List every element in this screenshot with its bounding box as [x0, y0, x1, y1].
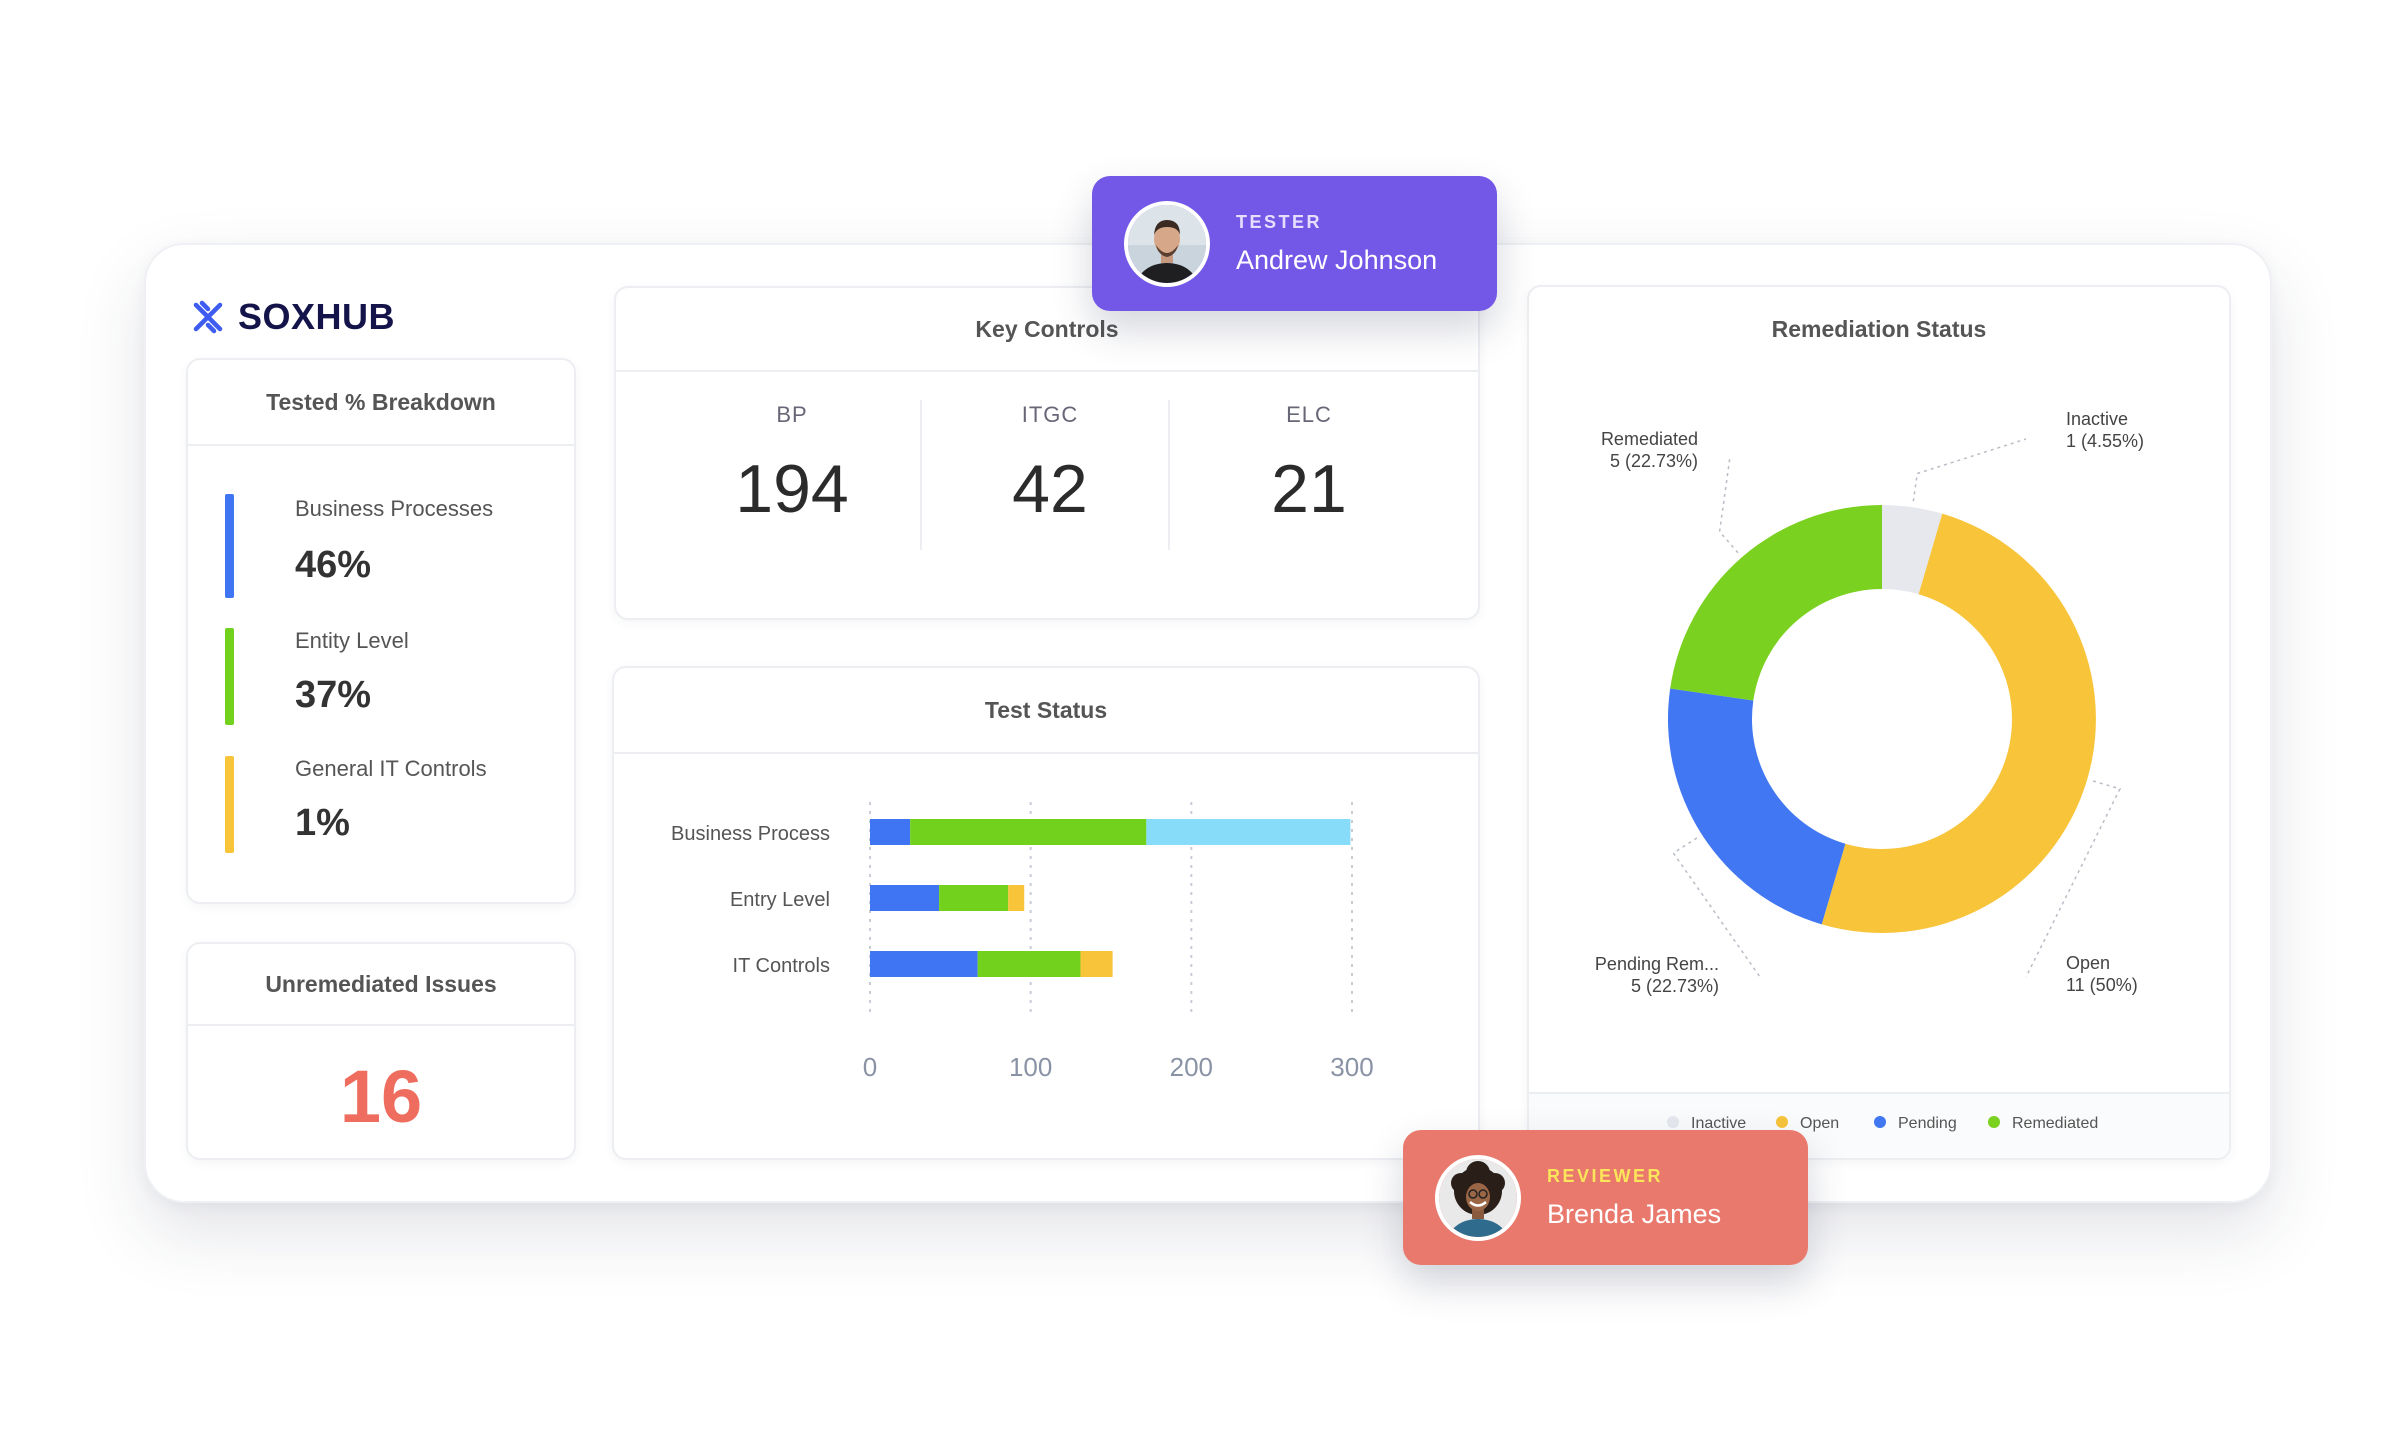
tested-item-value: 37% [295, 674, 372, 716]
legend-dot [1988, 1116, 2000, 1128]
x-tick-label: 300 [1330, 1052, 1373, 1082]
divider [920, 400, 922, 550]
legend-label: Pending [1898, 1115, 1957, 1132]
category-label: IT Controls [733, 955, 830, 977]
key-control-value: 194 [735, 451, 849, 527]
legend-label: Open [1800, 1115, 1839, 1132]
legend-dot [1776, 1116, 1788, 1128]
bar-segment [870, 951, 978, 977]
slice-label: Pending Rem... [1595, 954, 1719, 974]
x-tick-label: 0 [863, 1052, 877, 1082]
key-control-bp[interactable]: BP 194 [672, 402, 912, 528]
tested-breakdown-card: Tested % Breakdown Business Processes 46… [186, 358, 576, 904]
slice-detail: 1 (4.55%) [2066, 431, 2144, 451]
slice-detail: 5 (22.73%) [1631, 976, 1719, 996]
x-tick-label: 100 [1009, 1052, 1052, 1082]
tested-item-bar [225, 494, 234, 598]
key-control-label: ELC [1286, 402, 1332, 427]
key-controls-card: Key Controls BP 194 ITGC 42 ELC 21 [614, 286, 1480, 620]
donut-slice-inactive [1882, 505, 1943, 595]
tested-item-bar [225, 628, 234, 725]
reviewer-role: REVIEWER [1547, 1165, 1664, 1186]
donut-slice-remediated [1670, 505, 1882, 701]
key-control-label: BP [776, 402, 808, 427]
key-control-itgc[interactable]: ITGC 42 [930, 402, 1170, 528]
reviewer-avatar [1435, 1154, 1521, 1241]
avatar-man-icon [1128, 204, 1206, 283]
tester-badge[interactable]: TESTER Andrew Johnson [1092, 176, 1497, 311]
key-controls-title: Key Controls [616, 288, 1478, 372]
app-name: SOXHUB [238, 296, 396, 337]
key-control-label: ITGC [1021, 402, 1079, 427]
bar-segment [977, 951, 1081, 977]
key-control-value: 21 [1271, 451, 1347, 527]
leader-line [1912, 438, 2027, 502]
bar-segment [870, 885, 940, 911]
bar-segment [939, 885, 1009, 911]
reviewer-badge[interactable]: REVIEWER Brenda James [1403, 1130, 1808, 1265]
soxhub-logo-icon [193, 300, 223, 334]
tester-name: Andrew Johnson [1236, 244, 1438, 275]
tested-breakdown-title: Tested % Breakdown [188, 360, 574, 446]
slice-label: Remediated [1601, 429, 1698, 449]
test-status-chart: 0 100 200 300 Business Process Entry Level IT … [671, 802, 1374, 1082]
reviewer-name: Brenda James [1547, 1198, 1722, 1229]
leader-line [2025, 780, 2122, 978]
unremediated-issues-card[interactable]: Unremediated Issues 16 [186, 942, 576, 1160]
legend-dot [1874, 1116, 1886, 1128]
bar-segment [910, 819, 1147, 845]
tested-item-value: 1% [295, 802, 350, 844]
donut-slice-pending [1668, 688, 1846, 925]
category-label: Entry Level [730, 889, 830, 911]
x-tick-label: 200 [1170, 1052, 1213, 1082]
legend-dot [1667, 1116, 1679, 1128]
bar-segment [1080, 951, 1113, 977]
tested-item-bar [225, 756, 234, 853]
divider [1168, 400, 1170, 550]
legend-label: Inactive [1691, 1115, 1746, 1132]
slice-detail: 5 (22.73%) [1610, 451, 1698, 471]
donut-slice-open [1821, 513, 2096, 933]
category-label: Business Process [671, 823, 830, 845]
unremediated-issues-count: 16 [339, 1055, 423, 1138]
bar-segment [1146, 819, 1351, 845]
slice-detail: 11 (50%) [2066, 975, 2138, 995]
key-control-value: 42 [1012, 451, 1088, 527]
legend-label: Remediated [2012, 1115, 2098, 1132]
tester-avatar [1124, 200, 1210, 287]
leader-line [1718, 456, 1739, 554]
tester-role: TESTER [1236, 211, 1323, 232]
key-control-elc[interactable]: ELC 21 [1189, 402, 1429, 528]
slice-label: Inactive [2066, 409, 2128, 429]
leader-line [1672, 837, 1761, 978]
bar-segment [870, 819, 911, 845]
test-status-title: Test Status [614, 668, 1478, 754]
tested-item-label: Business Processes [295, 496, 494, 521]
test-status-card: Test Status 0 100 200 300 Business Process En… [612, 666, 1480, 1160]
unremediated-issues-title: Unremediated Issues [188, 944, 574, 1026]
remediation-status-card: Remediation Status Inactive 1 (4.55%) Open… [1527, 285, 2231, 1160]
bar-segment [1008, 885, 1025, 911]
tested-item-label: General IT Controls [295, 756, 487, 781]
remediation-status-title: Remediation Status [1771, 315, 1987, 342]
tested-item-label: Entity Level [295, 628, 409, 653]
tested-item-value: 46% [295, 544, 372, 586]
app-logo[interactable]: SOXHUB [190, 292, 395, 342]
avatar-woman-icon [1439, 1158, 1517, 1237]
slice-label: Open [2066, 953, 2110, 973]
